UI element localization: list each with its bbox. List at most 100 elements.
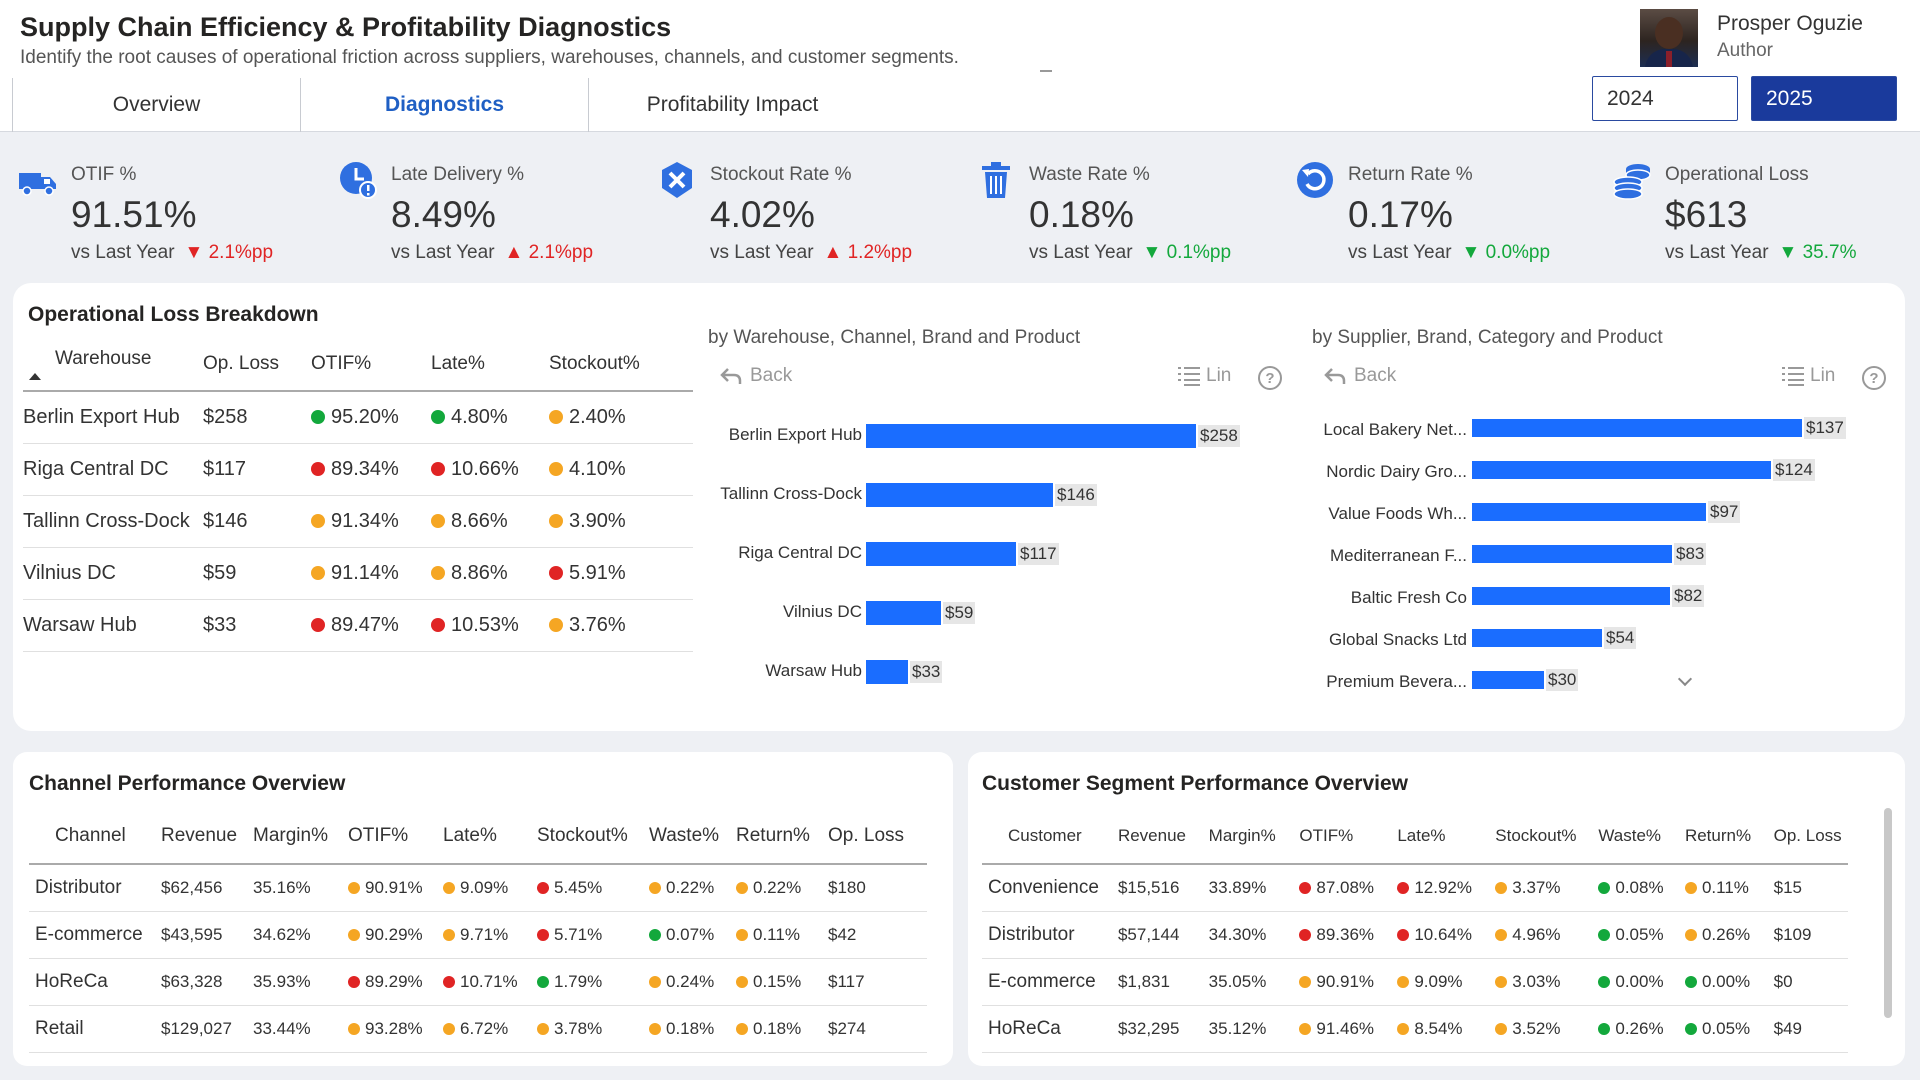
col-op-loss[interactable]: Op. Loss (1769, 808, 1848, 865)
year-2024-button[interactable]: 2024 (1592, 76, 1738, 121)
chart2-help-icon[interactable]: ? (1862, 366, 1886, 390)
col-otif[interactable]: OTIF% (344, 808, 439, 865)
col-customer[interactable]: Customer (982, 808, 1114, 865)
stockout-cell-value: 1.79% (554, 971, 603, 991)
otif-cell-value: 87.08% (1316, 877, 1375, 897)
bar[interactable] (1472, 545, 1672, 563)
status-dot-icon (311, 617, 325, 632)
bar[interactable] (1472, 419, 1802, 437)
late-cell: 8.54% (1393, 1005, 1492, 1053)
bar[interactable] (866, 601, 941, 625)
table-row[interactable]: Retail $129,027 33.44% 93.28% 6.72% 3.78% 0.18… (29, 1005, 927, 1053)
table-row[interactable]: Vilnius DC $59 91.14% 8.86% 5.91% (23, 547, 693, 600)
col-return[interactable]: Return% (732, 808, 824, 865)
col-stockout[interactable]: Stockout% (533, 808, 645, 865)
col-waste[interactable]: Waste% (1594, 808, 1681, 865)
late-cell-value: 8.54% (1414, 1018, 1463, 1038)
bar[interactable] (866, 424, 1196, 448)
col-late[interactable]: Late% (439, 808, 533, 865)
kpi-value: $613 (1665, 194, 1748, 235)
margin-cell: 35.16% (249, 864, 344, 912)
sort-asc-icon[interactable] (29, 372, 41, 380)
col-warehouse[interactable]: Warehouse (23, 337, 203, 392)
tab-diagnostics[interactable]: Diagnostics (300, 78, 588, 132)
tab-profitability-impact[interactable]: Profitability Impact (588, 78, 876, 132)
chevron-down-icon[interactable] (1677, 671, 1693, 687)
chart2-back-button[interactable]: Back (1324, 365, 1396, 387)
chart1-back-button[interactable]: Back (720, 365, 792, 387)
col-otif[interactable]: OTIF% (311, 337, 431, 392)
col-return[interactable]: Return% (1680, 808, 1770, 865)
name-cell: E-commerce (29, 911, 157, 959)
revenue-cell: $129,027 (157, 1005, 249, 1053)
late-cell-value: 12.92% (1414, 877, 1472, 897)
chart1-lin-toggle[interactable]: Lin (1178, 365, 1231, 387)
col-op-loss[interactable]: Op. Loss (203, 337, 311, 392)
waste-cell: 0.07% (645, 911, 732, 959)
table-row[interactable]: Tallinn Cross-Dock $146 91.34% 8.66% 3.90% (23, 495, 693, 548)
col-stockout[interactable]: Stockout% (1491, 808, 1595, 865)
status-dot-icon (1299, 1022, 1312, 1035)
otif-cell-value: 89.36% (1316, 924, 1375, 944)
otif-cell: 89.34% (311, 443, 431, 496)
bar[interactable] (866, 660, 908, 684)
year-2025-button[interactable]: 2025 (1751, 76, 1897, 121)
stockout-cell-value: 4.10% (569, 457, 626, 480)
late-cell: 4.80% (431, 391, 549, 444)
bar[interactable] (866, 542, 1016, 566)
op-loss-cell: $117 (824, 958, 927, 1006)
col-late[interactable]: Late% (431, 337, 549, 392)
col-margin[interactable]: Margin% (1204, 808, 1296, 865)
bar[interactable] (1472, 671, 1544, 689)
name-cell: HoReCa (982, 1005, 1114, 1053)
table-row[interactable]: E-commerce $43,595 34.62% 90.29% 9.71% 5.71% 0… (29, 911, 927, 959)
stockout-cell-value: 5.71% (554, 924, 603, 944)
chart2-lin-toggle[interactable]: Lin (1782, 365, 1835, 387)
revenue-cell: $15,516 (1113, 864, 1205, 912)
col-revenue[interactable]: Revenue (1113, 808, 1205, 865)
table-row[interactable]: E-commerce $1,831 35.05% 90.91% 9.09% 3.03% 0.… (982, 958, 1848, 1006)
loss-breakdown-table: Warehouse Op. Loss OTIF% Late% Stockout%… (23, 337, 693, 652)
col-op-loss[interactable]: Op. Loss (824, 808, 927, 865)
status-dot-icon (311, 409, 325, 424)
col-revenue[interactable]: Revenue (157, 808, 249, 865)
col-otif[interactable]: OTIF% (1295, 808, 1394, 865)
table-row[interactable]: Berlin Export Hub $258 95.20% 4.80% 2.40% (23, 391, 693, 444)
kpi-operational-loss: Operational Loss $613 vs Last Year ▼ 35.7… (1612, 150, 1912, 270)
margin-cell: 35.05% (1204, 958, 1296, 1006)
col-margin[interactable]: Margin% (249, 808, 344, 865)
bar[interactable] (866, 483, 1053, 507)
kpi-waste-rate: Waste Rate % 0.18% vs Last Year ▼ 0.1%pp (976, 150, 1276, 270)
table-row[interactable]: Distributor $62,456 35.16% 90.91% 9.09% 5.45%… (29, 864, 927, 912)
status-dot-icon (443, 975, 455, 988)
waste-cell: 0.18% (645, 1005, 732, 1053)
table-row[interactable]: HoReCa $63,328 35.93% 89.29% 10.71% 1.79% 0.24… (29, 958, 927, 1006)
channel-performance-panel: Channel Performance Overview Channel Rev… (13, 752, 953, 1066)
waste-cell: 0.22% (645, 864, 732, 912)
table-row[interactable]: Riga Central DC $117 89.34% 10.66% 4.10% (23, 443, 693, 496)
margin-cell: 35.12% (1204, 1005, 1296, 1053)
table-row[interactable]: Warsaw Hub $33 89.47% 10.53% 3.76% (23, 599, 693, 652)
status-dot-icon (549, 617, 563, 632)
scrollbar[interactable] (1884, 808, 1892, 1018)
col-late[interactable]: Late% (1393, 808, 1492, 865)
bar[interactable] (1472, 503, 1706, 521)
late-cell: 10.71% (439, 958, 533, 1006)
kpi-vs-label: vs Last Year (391, 242, 495, 263)
bar[interactable] (1472, 461, 1771, 479)
col-waste[interactable]: Waste% (645, 808, 732, 865)
late-cell-value: 10.71% (460, 971, 518, 991)
bar[interactable] (1472, 587, 1670, 605)
col-stockout[interactable]: Stockout% (549, 337, 693, 392)
col-channel[interactable]: Channel (29, 808, 157, 865)
table-row[interactable]: Convenience $15,516 33.89% 87.08% 12.92% 3.37… (982, 864, 1848, 912)
tab-overview[interactable]: Overview (12, 78, 300, 132)
kpi-value: 4.02% (710, 194, 815, 235)
table-row[interactable]: HoReCa $32,295 35.12% 91.46% 8.54% 3.52% 0.26%… (982, 1005, 1848, 1053)
stockout-cell: 3.90% (549, 495, 693, 548)
kpi-value: 0.18% (1029, 194, 1134, 235)
bar[interactable] (1472, 629, 1602, 647)
back-arrow-icon (1324, 368, 1346, 384)
chart1-help-icon[interactable]: ? (1258, 366, 1282, 390)
table-row[interactable]: Distributor $57,144 34.30% 89.36% 10.64% 4.96… (982, 911, 1848, 959)
